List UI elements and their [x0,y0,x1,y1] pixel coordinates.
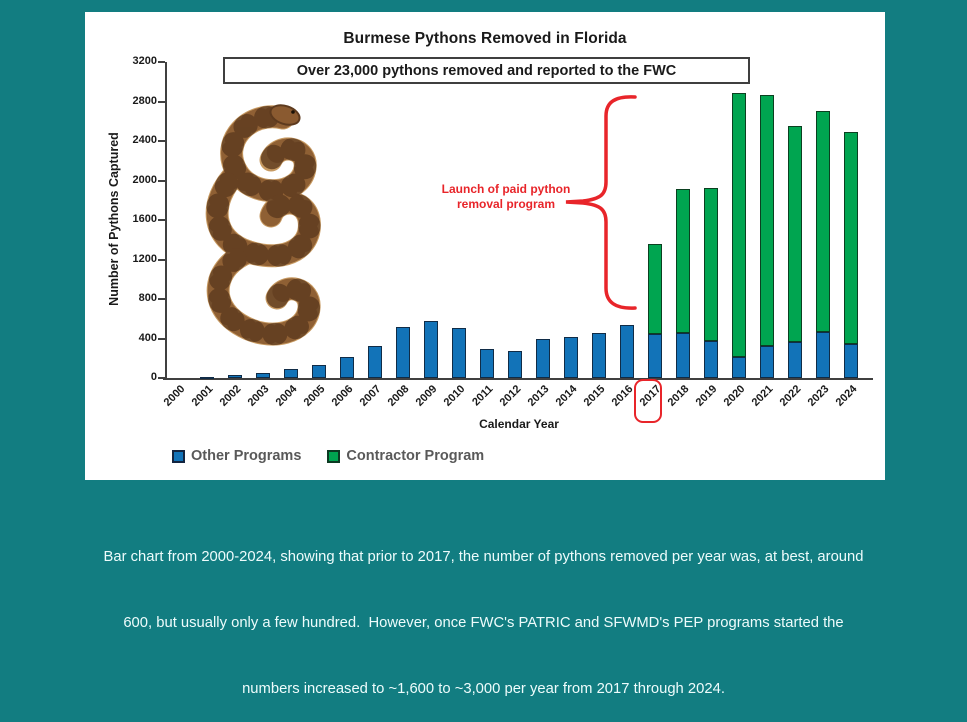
bar-segment-other-2011 [480,349,494,378]
y-tick-label: 2800 [132,94,157,107]
bar-segment-other-2004 [284,369,298,378]
bar-2013 [536,339,550,378]
bar-segment-other-2024 [844,344,858,378]
callout-banner: Over 23,000 pythons removed and reported… [223,57,750,84]
bar-segment-other-2006 [340,357,354,378]
bar-segment-other-2022 [788,342,802,378]
bar-segment-other-2005 [312,365,326,378]
bar-segment-other-2014 [564,337,578,378]
chart-legend: Other Programs Contractor Program [172,448,484,464]
y-tick-mark [158,258,165,261]
annotation-brace [565,95,637,310]
x-axis-title: Calendar Year [479,417,559,431]
legend-item-contractor-program: Contractor Program [327,448,484,464]
legend-item-other-programs: Other Programs [172,448,301,464]
bar-segment-other-2003 [256,373,270,378]
y-tick-label: 0 [150,371,157,383]
bar-segment-other-2008 [396,327,410,378]
bar-segment-other-2021 [760,346,774,378]
y-tick-mark [158,337,165,340]
bar-segment-contractor-2020 [732,93,746,357]
y-tick-mark [158,100,165,103]
page: { "page": { "background_color": "#127d81… [85,12,885,697]
bar-2011 [480,349,494,378]
bar-segment-other-2001 [200,377,214,379]
bar-2024 [844,132,858,378]
callout-banner-text: Over 23,000 pythons removed and reported… [296,62,677,79]
y-tick-mark [158,140,165,142]
python-snake-image [205,104,321,346]
bar-2009 [424,321,438,378]
y-tick-mark [158,377,165,379]
y-tick-label: 1600 [132,213,157,225]
bar-2005 [312,365,326,378]
bar-segment-other-2019 [704,341,718,378]
bar-segment-other-2007 [368,346,382,378]
bar-segment-contractor-2019 [704,188,718,341]
bar-2016 [620,325,634,378]
bar-segment-other-2017 [648,334,662,378]
caption-line-2: 600, but usually only a few hundred. How… [123,615,844,631]
bar-2014 [564,337,578,378]
bar-segment-contractor-2021 [760,95,774,346]
bar-2003 [256,373,270,378]
legend-label: Contractor Program [346,448,485,464]
y-tick-mark [158,61,165,63]
bar-segment-other-2009 [424,321,438,378]
bar-2022 [788,126,802,378]
legend-swatch-blue-icon [172,449,185,463]
bar-2020 [732,93,746,378]
y-tick-label: 400 [138,331,157,344]
y-tick-label: 2400 [132,134,157,146]
legend-swatch-green-icon [327,449,341,463]
y-tick-mark [158,179,165,182]
bar-2017 [648,244,662,378]
bar-2007 [368,346,382,378]
highlight-2017-box [634,379,662,423]
bar-segment-contractor-2017 [648,244,662,334]
bar-2012 [508,351,522,378]
bar-segment-other-2015 [592,333,606,378]
bar-2023 [816,111,830,378]
y-tick-mark [158,219,165,221]
caption-line-3: numbers increased to ~1,600 to ~3,000 pe… [242,681,725,697]
bar-2010 [452,328,466,378]
y-tick-label: 2000 [132,173,157,186]
annotation-line-1: Launch of paid python [441,182,571,196]
bar-segment-other-2016 [620,325,634,378]
bar-2006 [340,357,354,378]
bar-2008 [396,327,410,378]
y-tick-mark [158,298,165,300]
y-tick-label: 1200 [132,252,157,265]
bar-segment-other-2010 [452,328,466,378]
bar-segment-contractor-2022 [788,126,802,342]
caption-line-1: Bar chart from 2000-2024, showing that p… [103,549,864,565]
bar-segment-other-2020 [732,357,746,378]
y-tick-label: 3200 [132,55,157,67]
bar-2002 [228,375,242,378]
bar-2004 [284,369,298,378]
bar-segment-contractor-2023 [816,111,830,332]
bar-2018 [676,189,690,378]
chart-card: Burmese Pythons Removed in Florida Over … [85,12,885,480]
bar-segment-other-2012 [508,351,522,378]
chart-title: Burmese Pythons Removed in Florida [343,30,627,47]
bar-segment-other-2023 [816,332,830,378]
bar-segment-other-2018 [676,333,690,378]
x-axis-line [163,378,873,380]
bar-segment-contractor-2018 [676,189,690,333]
bar-2015 [592,333,606,378]
bar-2021 [760,95,774,378]
bar-segment-other-2002 [228,375,242,378]
figure-caption: Bar chart from 2000-2024, showing that p… [73,502,894,722]
annotation-line-2: removal program [456,197,556,211]
bar-2019 [704,188,718,378]
legend-label: Other Programs [191,448,302,464]
bar-segment-contractor-2024 [844,132,858,344]
y-axis-line [165,62,167,380]
bar-segment-other-2013 [536,339,550,378]
annotation-launch-text: Launch of paid python removal program [431,182,581,212]
bar-2001 [200,377,214,379]
y-tick-label: 800 [138,292,157,304]
